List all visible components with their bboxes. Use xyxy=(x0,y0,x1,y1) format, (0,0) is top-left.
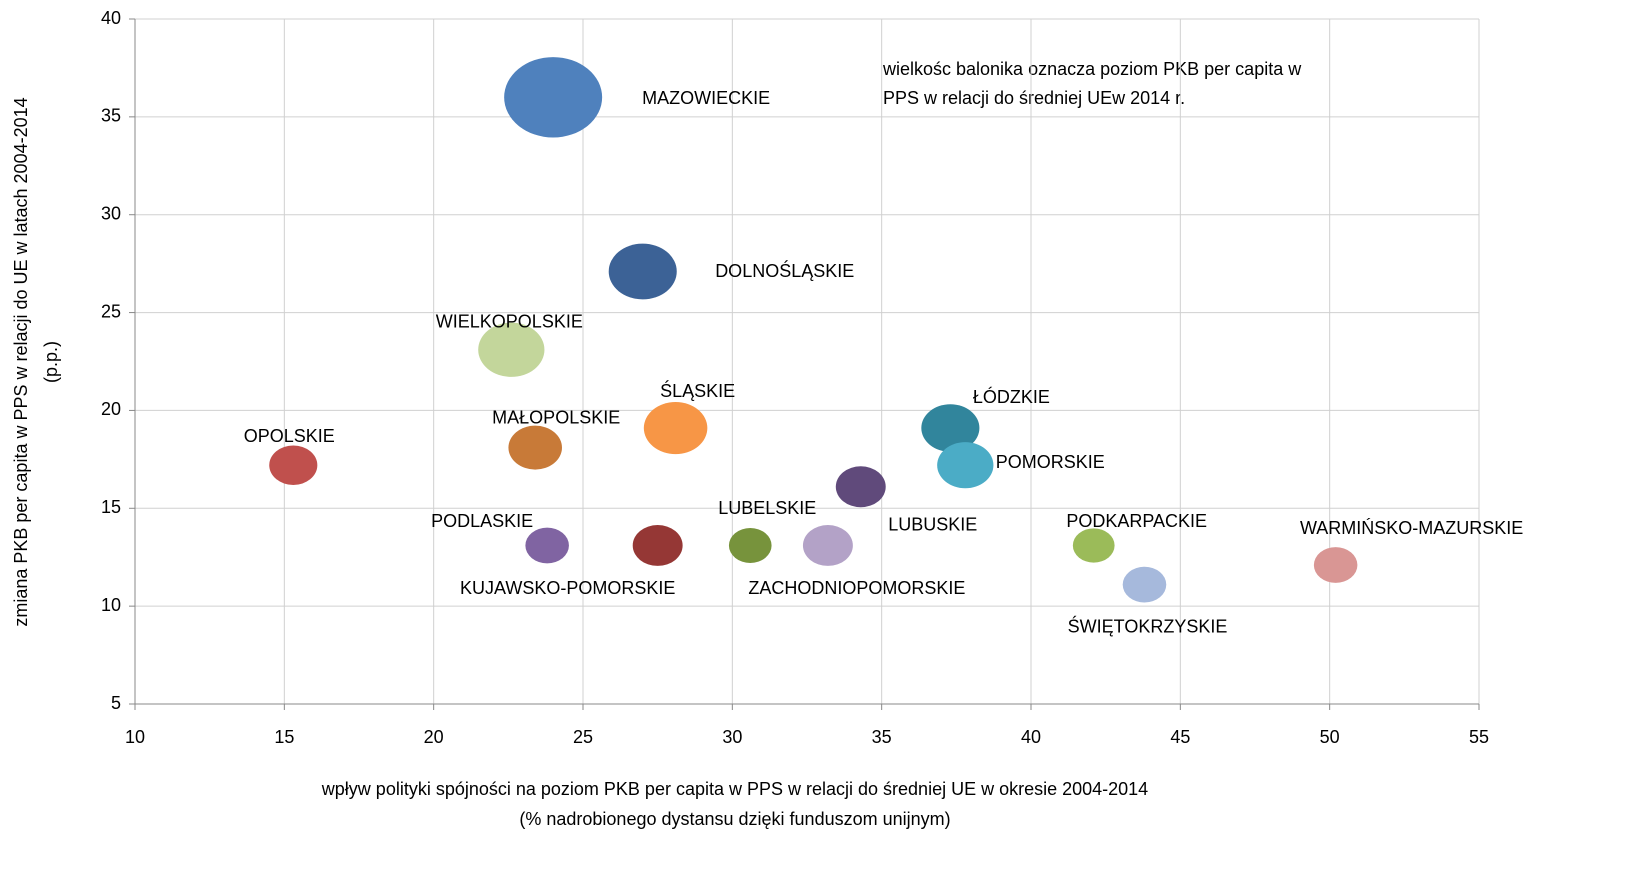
x-tick-label: 15 xyxy=(274,727,294,747)
y-tick-label: 10 xyxy=(101,595,121,615)
bubble xyxy=(508,425,562,470)
x-tick-label: 30 xyxy=(722,727,742,747)
annotation: PPS w relacji do średniej UEw 2014 r. xyxy=(883,88,1185,108)
x-axis-label: (% nadrobionego dystansu dzięki funduszo… xyxy=(519,809,950,829)
x-tick-label: 35 xyxy=(872,727,892,747)
data-label: LUBELSKIE xyxy=(718,498,816,518)
data-label: POMORSKIE xyxy=(996,452,1105,472)
x-tick-label: 10 xyxy=(125,727,145,747)
data-label: PODLASKIE xyxy=(431,511,533,531)
bubble xyxy=(632,525,683,566)
data-label: LUBUSKIE xyxy=(888,515,977,535)
data-label: ŚLĄSKIE xyxy=(660,380,735,401)
x-tick-label: 45 xyxy=(1170,727,1190,747)
bubble xyxy=(921,404,980,452)
data-label: ŁÓDZKIE xyxy=(973,386,1050,407)
y-tick-label: 20 xyxy=(101,399,121,419)
annotation: wielkośc balonika oznacza poziom PKB per… xyxy=(882,59,1302,79)
y-tick-label: 35 xyxy=(101,106,121,126)
x-tick-label: 55 xyxy=(1469,727,1489,747)
y-tick-label: 15 xyxy=(101,497,121,517)
bubble xyxy=(835,466,886,508)
bubble xyxy=(802,525,853,566)
bubble xyxy=(728,527,772,563)
bubble xyxy=(1122,566,1167,603)
bubble xyxy=(937,442,994,489)
x-tick-label: 20 xyxy=(424,727,444,747)
bubble xyxy=(1072,528,1115,563)
bubble xyxy=(478,322,545,377)
y-tick-label: 25 xyxy=(101,301,121,321)
data-label: WIELKOPOLSKIE xyxy=(436,312,583,332)
data-label: WARMIŃSKO-MAZURSKIE xyxy=(1300,518,1523,538)
data-label: OPOLSKIE xyxy=(244,426,335,446)
bubble xyxy=(504,57,603,138)
x-tick-label: 25 xyxy=(573,727,593,747)
data-label: PODKARPACKIE xyxy=(1066,511,1207,531)
y-tick-label: 30 xyxy=(101,203,121,223)
y-tick-label: 40 xyxy=(101,8,121,28)
x-tick-label: 50 xyxy=(1320,727,1340,747)
y-axis-label: zmiana PKB per capita w PPS w relacji do… xyxy=(11,97,31,626)
bubble xyxy=(1313,547,1358,583)
data-label: KUJAWSKO-POMORSKIE xyxy=(460,578,675,598)
data-label: ŚWIĘTOKRZYSKIE xyxy=(1068,615,1228,636)
data-label: MAZOWIECKIE xyxy=(642,88,770,108)
y-tick-label: 5 xyxy=(111,693,121,713)
x-axis-label: wpływ polityki spójności na poziom PKB p… xyxy=(321,779,1148,799)
data-label: DOLNOŚLĄSKIE xyxy=(715,260,854,281)
bubble xyxy=(269,445,318,485)
bubble xyxy=(525,527,569,564)
data-label: ZACHODNIOPOMORSKIE xyxy=(748,578,965,598)
y-axis-label: (p.p.) xyxy=(41,341,61,383)
bubble xyxy=(643,402,708,455)
data-label: MAŁOPOLSKIE xyxy=(492,407,620,427)
x-tick-label: 40 xyxy=(1021,727,1041,747)
bubble xyxy=(608,243,677,300)
